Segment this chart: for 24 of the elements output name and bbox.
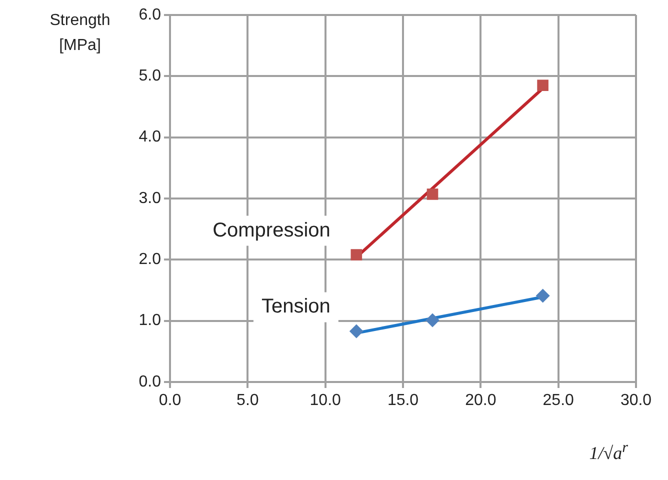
- x-tick-label: 0.0: [158, 392, 182, 410]
- point: [426, 188, 438, 200]
- y-axis-title: Strength [MPa]: [48, 11, 112, 56]
- point: [537, 80, 548, 91]
- y-tick-label: 3.0: [138, 190, 162, 207]
- y-tick-label: 2.0: [138, 251, 162, 268]
- x-tick-label: 25.0: [542, 392, 574, 410]
- point: [426, 313, 440, 328]
- y-tick-label: 4.0: [138, 128, 162, 146]
- y-tick-label: 0.0: [138, 373, 162, 390]
- x-tick-label: 5.0: [236, 392, 259, 410]
- point: [536, 288, 550, 303]
- x-tick-label: 30.0: [620, 392, 652, 410]
- y-tick-label: 6.0: [138, 6, 162, 24]
- series-label: Compression: [212, 219, 330, 242]
- x-axis-title: 1/√a$^{r}$: [589, 440, 628, 464]
- y-tick-label: 5.0: [138, 68, 162, 85]
- point: [350, 249, 362, 260]
- x-tick-label: 10.0: [310, 392, 342, 410]
- series-label: Tension: [261, 296, 330, 318]
- y-tick-label: 1.0: [138, 312, 162, 330]
- x-tick-label: 15.0: [387, 392, 419, 410]
- point: [349, 324, 364, 338]
- x-tick-label: 20.0: [465, 392, 496, 410]
